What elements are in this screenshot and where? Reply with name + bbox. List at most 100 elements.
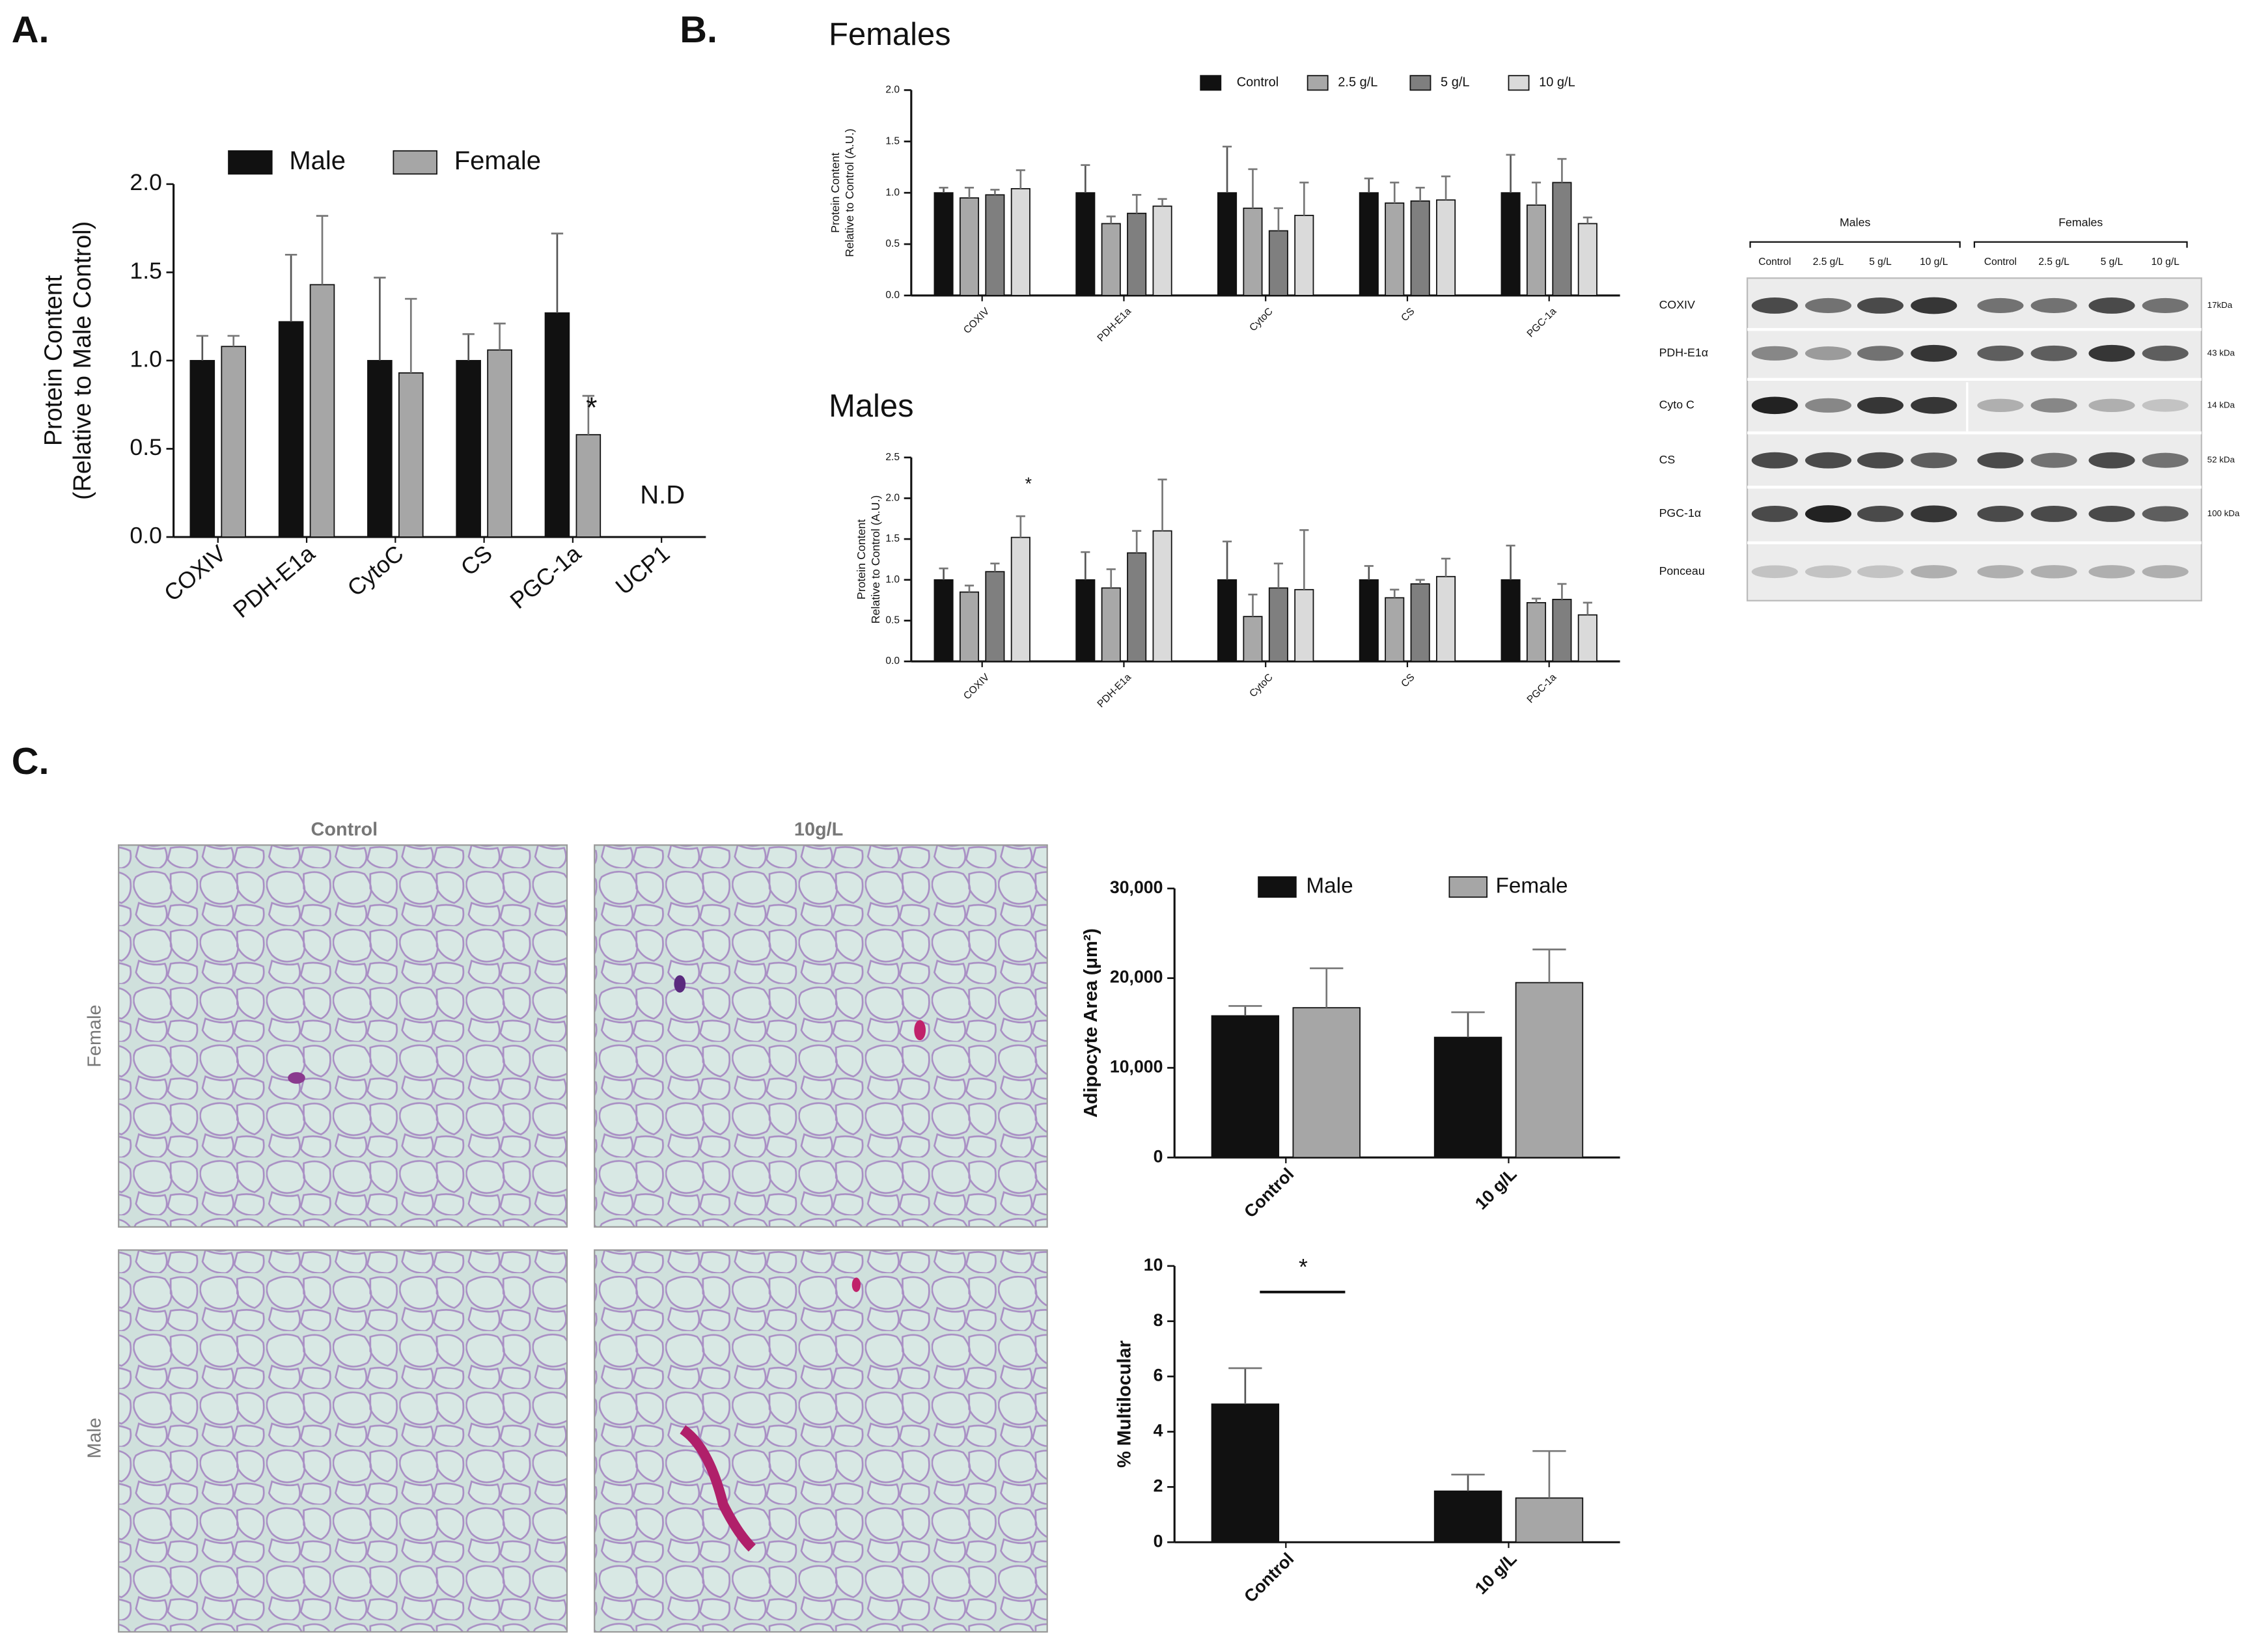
panel-label: B. <box>680 9 717 51</box>
error-bar <box>1228 1367 1262 1405</box>
blot-row-label: CS <box>1659 453 1676 466</box>
bar <box>1359 579 1379 662</box>
y-tick-label: 2.0 <box>130 169 161 195</box>
x-tick-label: CS <box>1399 672 1417 689</box>
error-bar <box>1081 164 1090 193</box>
x-tick-label: COXIV <box>961 672 992 702</box>
blot-band <box>2088 452 2135 469</box>
blot-band <box>1805 398 1852 413</box>
error-bar <box>1106 568 1116 588</box>
panel-label: A. <box>12 9 49 51</box>
annotation: * <box>1025 474 1032 493</box>
error-bar <box>1299 182 1309 215</box>
y-axis-label: Protein Content <box>855 519 868 600</box>
error-bar <box>1364 565 1374 580</box>
y-tick-label: 0.5 <box>130 434 161 460</box>
error-bar <box>1441 557 1451 577</box>
legend-swatch <box>1258 876 1297 898</box>
stain <box>674 975 686 993</box>
y-tick-label: 1.0 <box>130 346 161 372</box>
bar <box>1515 1497 1584 1543</box>
blot-band <box>2142 399 2189 412</box>
y-axis-label: Relative to Control (A.U.) <box>843 128 856 256</box>
group-label: Females <box>2058 216 2103 229</box>
legend-label: 2.5 g/L <box>1338 76 1377 90</box>
blot-band <box>1857 565 1904 579</box>
blot-band <box>1857 297 1904 314</box>
blot-band <box>2142 345 2189 361</box>
error-bar <box>1506 544 1515 580</box>
bar <box>1526 204 1547 296</box>
y-tick-label: 1.0 <box>885 187 900 198</box>
chart-title: Females <box>829 17 950 52</box>
blot-row-label: COXIV <box>1659 298 1695 311</box>
blot-band <box>2088 398 2135 413</box>
error-bar <box>1273 562 1283 588</box>
bar <box>1294 588 1314 662</box>
bar <box>1010 187 1030 296</box>
x-tick-label: Control <box>1240 1164 1297 1221</box>
bar <box>367 360 393 538</box>
error-bar <box>1390 588 1400 598</box>
bar <box>959 591 980 662</box>
lane-label: 2.5 g/L <box>2038 256 2069 268</box>
error-bar <box>1016 169 1025 189</box>
blot-size-label: 52 kDa <box>2207 455 2235 465</box>
blot-band <box>1751 452 1798 469</box>
x-tick-label: PDH-E1a <box>1096 306 1134 344</box>
error-bar <box>1532 1450 1566 1498</box>
error-bar <box>551 232 564 313</box>
stain <box>851 1277 861 1292</box>
legend-label: Male <box>289 146 346 175</box>
bar <box>1101 223 1121 296</box>
legend-label: Female <box>1495 874 1568 898</box>
histology: Control 10g/L Female Male <box>84 820 1048 1633</box>
blot-band <box>1977 297 2024 314</box>
blot-band <box>1911 344 1957 362</box>
bar <box>398 372 424 538</box>
error-bar <box>1132 194 1142 214</box>
row-label: Male <box>84 1418 105 1459</box>
error-bar <box>1157 198 1167 206</box>
row-label: Female <box>84 1004 105 1067</box>
bar <box>959 197 980 296</box>
y-axis-label: % Multilocular <box>1114 1340 1135 1468</box>
column-label: Control <box>311 820 378 840</box>
bar <box>1436 199 1456 296</box>
y-tick-label: 2.0 <box>885 493 900 504</box>
blot-band <box>2088 344 2135 362</box>
blot-band <box>2030 297 2077 314</box>
blot-band <box>1751 297 1798 314</box>
error-bar <box>1222 145 1232 193</box>
blot-frame <box>1746 277 2202 601</box>
error-bar <box>227 335 240 347</box>
y-tick-label: 1.0 <box>885 574 900 585</box>
y-tick-label: 1.5 <box>130 258 161 284</box>
bar <box>1433 1036 1502 1159</box>
bar <box>1294 214 1314 296</box>
legend-label: Control <box>1237 76 1279 90</box>
bar <box>1500 192 1521 296</box>
annotation: * <box>1299 1254 1308 1280</box>
chart: Males Protein Content Relative to Control … <box>829 389 1620 710</box>
blot-band <box>2142 565 2189 579</box>
y-tick-label: 8 <box>1154 1310 1163 1330</box>
panel-label: C. <box>12 741 49 782</box>
bar <box>456 360 481 538</box>
annotation: N.D <box>640 480 685 509</box>
error-bar <box>1557 158 1567 183</box>
legend-swatch <box>1448 876 1488 898</box>
x-tick-label: CS <box>456 540 497 581</box>
error-bar <box>1228 1005 1262 1016</box>
error-bar <box>1531 598 1542 603</box>
blot-band <box>1977 398 2024 413</box>
error-bar <box>1299 529 1309 590</box>
error-bar <box>939 567 948 580</box>
blot-band <box>1805 452 1852 469</box>
blot-band <box>1977 452 2024 469</box>
y-tick-label: 2 <box>1154 1476 1163 1495</box>
legend-swatch <box>1409 75 1431 91</box>
x-tick-label: CytoC <box>1247 306 1275 334</box>
blot-band <box>1911 396 1957 414</box>
lane-label: 5 g/L <box>2101 256 2123 268</box>
